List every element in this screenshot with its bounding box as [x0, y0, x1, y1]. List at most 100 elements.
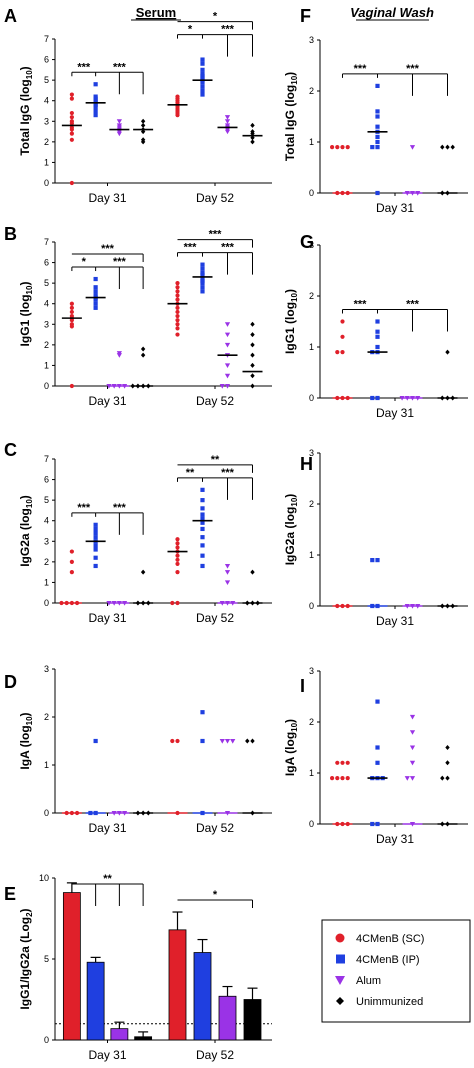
data-point-ip [93, 301, 98, 306]
significance-stars: * [213, 889, 218, 901]
x-group-label: Day 52 [196, 1048, 234, 1062]
significance-bracket: *** [342, 299, 378, 314]
significance-stars: *** [77, 61, 91, 73]
data-point-sc [69, 180, 74, 186]
data-point-sc [69, 549, 74, 554]
data-point-ip [93, 563, 98, 569]
data-point-ip [200, 92, 205, 97]
data-point-ip [93, 305, 98, 310]
data-point-sc [69, 309, 74, 315]
data-point-alum [106, 384, 112, 389]
data-point-sc [340, 760, 345, 765]
data-point-unimmunized [445, 745, 450, 750]
data-point-ip [375, 124, 380, 129]
data-point-unimmunized [140, 352, 146, 358]
panel-f: F 0 1 2 3 Total IgG (log10) Day 31 *** *** [283, 6, 468, 215]
data-point-ip [375, 821, 380, 827]
y-tick-label: 1 [309, 768, 314, 778]
y-tick-label: 3 [44, 536, 49, 546]
data-point-ip [370, 558, 375, 563]
data-point-ip [200, 57, 205, 62]
y-tick-label: 6 [44, 55, 49, 65]
data-point-alum [106, 601, 112, 606]
data-point-alum [409, 745, 416, 751]
data-point-unimmunized [140, 569, 146, 575]
y-tick-label: 0 [44, 178, 49, 188]
legend-label: Unimmunized [356, 996, 423, 1008]
data-point-ip [375, 395, 380, 401]
significance-bracket: *** [377, 63, 448, 96]
data-point-ip [93, 738, 98, 744]
legend-label: 4CMenB (IP) [356, 954, 420, 966]
y-tick-label: 0 [44, 1035, 49, 1045]
data-point-alum [409, 760, 416, 766]
significance-stars: *** [101, 243, 115, 255]
data-point-alum [224, 739, 231, 744]
y-tick-label: 1 [44, 577, 49, 587]
y-tick-label: 0 [44, 598, 49, 608]
y-tick-label: 4 [44, 96, 49, 106]
significance-stars: *** [113, 502, 127, 514]
significance-stars: * [213, 11, 218, 23]
significance-bracket: *** [71, 502, 97, 517]
y-axis-label: IgG2a (log10) [283, 494, 299, 566]
data-point-ip [93, 543, 98, 548]
data-point-unimmunized [250, 332, 255, 338]
data-point-unimmunized [250, 373, 255, 379]
data-point-ip [375, 699, 380, 704]
data-point-ip [200, 512, 205, 517]
y-tick-label: 0 [309, 601, 314, 611]
data-point-ip [375, 109, 380, 114]
data-point-sc [175, 318, 180, 323]
y-tick-label: 7 [44, 454, 49, 464]
panel-letter-c: C [4, 440, 17, 460]
data-point-sc [175, 281, 180, 286]
data-point-sc [175, 297, 180, 302]
data-point-alum [224, 363, 231, 369]
data-point-ip [370, 395, 375, 401]
data-point-ip [375, 114, 380, 119]
data-point-unimmunized [250, 135, 255, 141]
significance-bracket: * [71, 256, 97, 272]
data-point-ip [200, 535, 205, 540]
bar-ip [86, 961, 105, 1041]
data-point-sc [69, 383, 74, 389]
significance-stars: *** [113, 61, 127, 73]
data-point-unimmunized [140, 346, 146, 352]
x-group-label: Day 31 [88, 191, 126, 205]
data-point-alum [116, 119, 122, 124]
y-tick-label: 2 [309, 86, 314, 96]
data-point-sc [175, 289, 180, 294]
significance-bracket: *** [202, 467, 253, 500]
data-point-unimmunized [250, 383, 255, 389]
significance-bracket: *** [95, 61, 144, 95]
data-point-ip [200, 71, 205, 77]
x-group-label: Day 31 [88, 611, 126, 625]
y-tick-label: 2 [309, 499, 314, 509]
data-point-unimmunized [440, 144, 445, 150]
data-point-unimmunized [440, 775, 445, 781]
panel-h: H 0 1 2 3 IgG2a (log10) Day 31 [283, 448, 468, 628]
data-point-unimmunized [250, 122, 255, 128]
data-point-unimmunized [250, 352, 255, 358]
data-point-alum [409, 145, 416, 150]
data-point-sc [69, 322, 74, 327]
legend-item: 4CMenB (SC) [335, 933, 424, 945]
data-point-alum [399, 396, 405, 401]
data-point-alum [224, 332, 231, 338]
data-point-unimmunized [140, 122, 146, 128]
panel-letter-a: A [4, 6, 17, 26]
panel-letter-f: F [300, 6, 311, 26]
x-group-label: Day 52 [196, 394, 234, 408]
data-point-ip [93, 113, 98, 118]
y-axis-label: IgG1/IgG2a (Log2) [18, 908, 34, 1009]
data-point-sc [345, 760, 350, 765]
data-point-ip [200, 289, 205, 294]
y-tick-label: 2 [309, 717, 314, 727]
bar-alum [218, 995, 237, 1041]
data-point-unimmunized [250, 362, 255, 368]
data-point-sc [340, 145, 345, 150]
data-point-unimmunized [445, 144, 450, 150]
data-point-unimmunized [250, 129, 255, 135]
